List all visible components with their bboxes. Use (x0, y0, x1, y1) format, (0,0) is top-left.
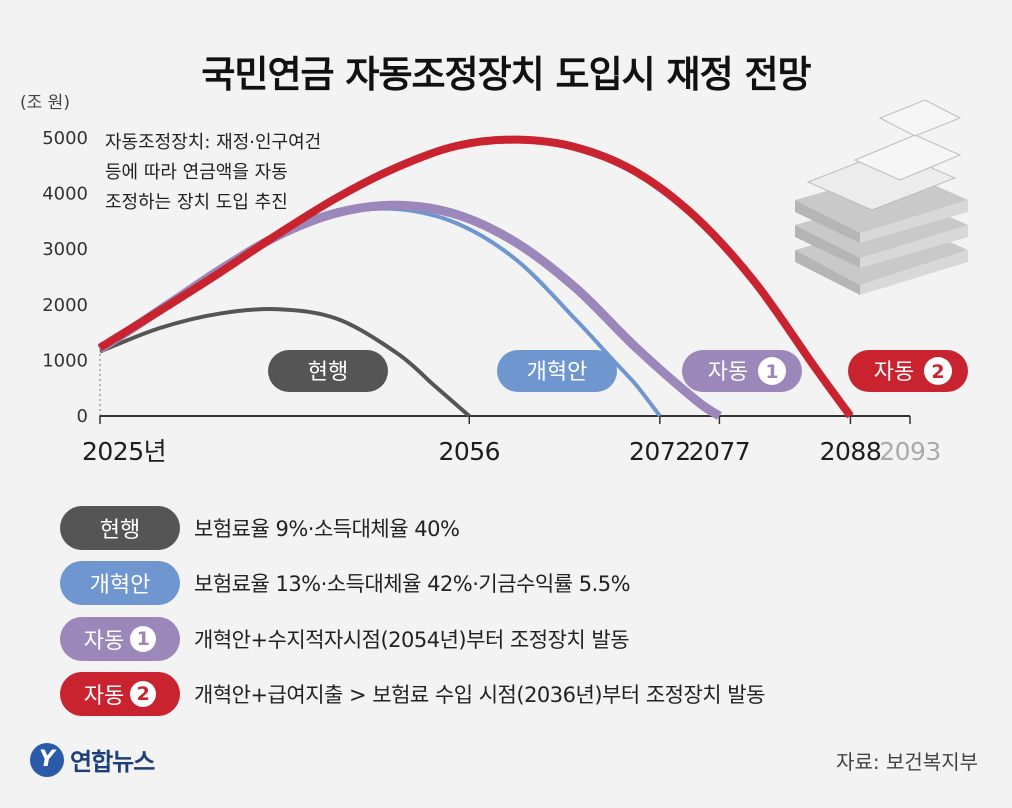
x-tick-label: 2077 (689, 437, 751, 466)
logo: Y 연합뉴스 (30, 742, 155, 777)
y-tick-label: 3000 (42, 239, 88, 260)
legend-row: 자동 1 개혁안+수지적자시점(2054년)부터 조정장치 발동 (60, 616, 630, 662)
series-tag-label: 현행 (308, 360, 348, 385)
series-tag: 자동 1 (682, 350, 802, 392)
legend-row: 현행 보험료율 9%·소득대체율 40% (60, 505, 460, 551)
legend-number: 2 (130, 681, 157, 707)
series-tag-number: 2 (931, 361, 944, 383)
legend-pill: 현행 (60, 506, 180, 550)
series-tag-label: 자동 (708, 360, 748, 385)
legend-number: 1 (130, 626, 157, 652)
legend-description: 보험료율 9%·소득대체율 40% (194, 517, 460, 541)
annotation-line: 조정하는 장치 도입 추진 (105, 192, 288, 213)
series-tag: 현행 (268, 350, 388, 392)
y-tick-label: 5000 (42, 128, 88, 149)
series-line (99, 307, 471, 418)
legend-pill: 자동 2 (60, 672, 180, 716)
legend-description: 보험료율 13%·소득대체율 42%·기금수익률 5.5% (194, 572, 631, 596)
y-tick-label: 2000 (42, 295, 88, 316)
annotation-line: 등에 따라 연금액을 자동 (105, 162, 288, 183)
series-tags: 현행 개혁안 자동 1 자동 2 (268, 350, 968, 392)
y-tick-label: 1000 (42, 350, 88, 371)
y-unit-label: (조 원) (20, 93, 70, 113)
series-tag-label: 자동 (874, 360, 914, 385)
legend-pill: 개혁안 (60, 561, 180, 605)
legend-label: 자동 (83, 629, 125, 654)
x-tick-label: 2056 (438, 437, 500, 466)
chart-title: 국민연금 자동조정장치 도입시 재정 전망 (201, 53, 811, 96)
legend-label: 자동 (83, 684, 125, 709)
series-tag-bg (268, 350, 388, 392)
series-tag-number: 1 (765, 361, 778, 383)
money-stack-icon (795, 99, 968, 295)
y-tick-label: 4000 (42, 184, 88, 205)
source-note: 자료: 보건복지부 (836, 750, 978, 774)
yonhap-logo-icon: Y (30, 742, 64, 777)
series-line (97, 135, 854, 419)
logo-text: 연합뉴스 (70, 748, 155, 776)
series-tag-label: 개혁안 (527, 360, 588, 385)
series-tag-bg (497, 350, 617, 392)
series-tag-number-circle (758, 357, 786, 385)
series-tag-number-circle (924, 357, 952, 385)
y-tick-label: 0 (77, 406, 88, 427)
series-line (97, 200, 722, 420)
x-tick-label: 2072 (629, 437, 691, 466)
y-axis: (조 원) 0 1000 2000 3000 4000 5000 (20, 93, 101, 427)
x-tick-label: 2088 (820, 437, 882, 466)
x-tick-label: 2025년 (82, 437, 166, 466)
legend-row: 자동 2 개혁안+급여지출 > 보험료 수입 시점(2036년)부터 조정장치 발동 (60, 671, 765, 717)
legend-description: 개혁안+급여지출 > 보험료 수입 시점(2036년)부터 조정장치 발동 (194, 683, 765, 707)
legend-row: 개혁안 보험료율 13%·소득대체율 42%·기금수익률 5.5% (60, 560, 631, 606)
legend-pill: 자동 1 (60, 617, 180, 661)
legend-description: 개혁안+수지적자시점(2054년)부터 조정장치 발동 (194, 628, 630, 652)
series-tag: 자동 2 (848, 350, 968, 392)
legend-label: 개혁안 (89, 573, 151, 598)
annotation-line: 자동조정장치: 재정·인구여건 (105, 132, 321, 153)
legend-label: 현행 (99, 518, 141, 543)
chart-area: (조 원) 0 1000 2000 3000 4000 5000 2025년 2056 2072… (20, 93, 968, 466)
series-tag: 개혁안 (497, 350, 617, 392)
x-tick-label: 2093 (879, 437, 941, 466)
